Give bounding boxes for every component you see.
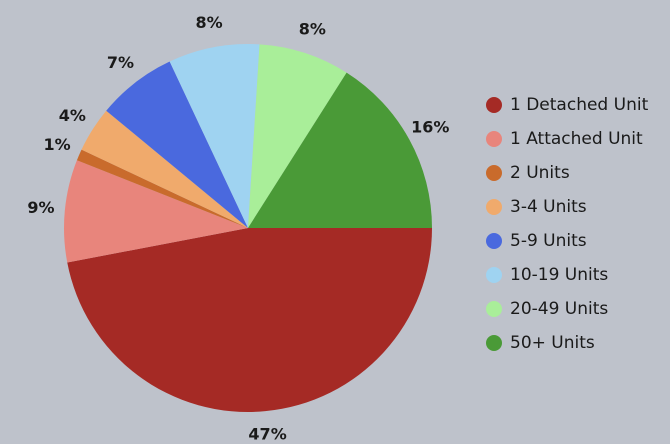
legend-label: 3-4 Units <box>510 197 587 217</box>
legend-label: 50+ Units <box>510 333 595 353</box>
legend-label: 1 Attached Unit <box>510 129 643 149</box>
legend-label: 20-49 Units <box>510 299 608 319</box>
legend-label: 10-19 Units <box>510 265 608 285</box>
legend-marker <box>486 233 502 249</box>
legend-marker <box>486 335 502 351</box>
pie-slice <box>81 110 248 228</box>
slice-label: 16% <box>411 117 449 136</box>
legend-marker <box>486 267 502 283</box>
slice-label: 8% <box>299 20 326 39</box>
slice-label: 4% <box>59 106 86 125</box>
slice-label: 8% <box>195 13 222 32</box>
legend-marker <box>486 97 502 113</box>
legend-marker <box>486 301 502 317</box>
slice-label: 7% <box>107 53 134 72</box>
pie-slice <box>76 149 248 228</box>
slice-label: 1% <box>44 135 71 154</box>
legend-label: 1 Detached Unit <box>510 95 649 115</box>
legend-label: 2 Units <box>510 163 570 183</box>
legend-marker <box>486 165 502 181</box>
pie-slice <box>248 44 347 228</box>
legend-marker <box>486 131 502 147</box>
slice-label: 9% <box>27 198 54 217</box>
legend-marker <box>486 199 502 215</box>
pie-slice <box>169 44 260 228</box>
slice-label: 47% <box>248 425 286 444</box>
pie-slice <box>67 228 432 413</box>
pie-slice <box>64 160 248 263</box>
pie-slice <box>106 61 249 228</box>
pie-slice <box>248 72 433 228</box>
legend-label: 5-9 Units <box>510 231 587 251</box>
